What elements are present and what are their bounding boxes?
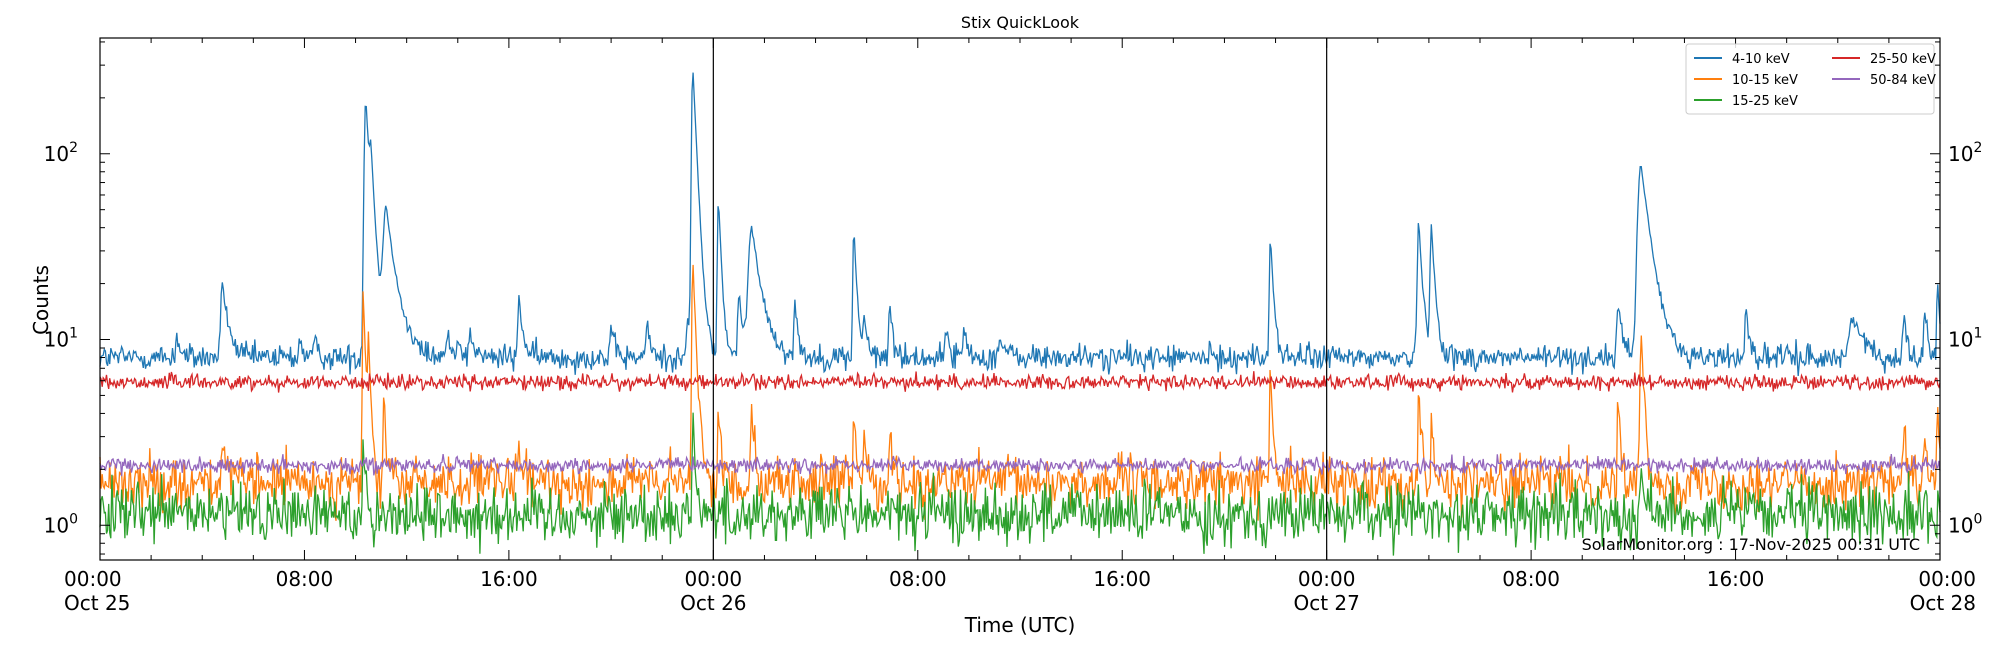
x-tick-label-time: 00:00 (1298, 567, 1356, 591)
y-tick-label-left-exponent: 2 (69, 140, 78, 156)
legend-label: 4-10 keV (1732, 52, 1790, 67)
legend-entry: 15-25 keV (1694, 94, 1798, 109)
x-tick-label-date: Oct 28 (1910, 591, 1976, 615)
y-tick-label-left-exponent: 0 (69, 511, 78, 527)
plot-frame (99, 37, 1941, 561)
y-tick-label-right-exponent: 1 (1973, 326, 1982, 342)
y-tick-label-left-exponent: 1 (69, 326, 78, 342)
series-line-50-84-kev (99, 454, 1941, 478)
x-tick-label-date: Oct 25 (64, 591, 130, 615)
day-boundary-lines (712, 38, 1328, 560)
series-line-25-50-kev (99, 371, 1941, 393)
legend-entry: 25-50 keV (1832, 52, 1936, 67)
x-tick-label-time: 00:00 (1918, 567, 1976, 591)
legend-label: 15-25 keV (1732, 94, 1798, 109)
x-tick-label-time: 08:00 (1502, 567, 1560, 591)
legend-label: 50-84 keV (1870, 73, 1936, 88)
legend-entry: 10-15 keV (1694, 73, 1798, 88)
x-tick-label-date: Oct 26 (680, 591, 746, 615)
x-tick-label-time: 00:00 (64, 567, 122, 591)
x-tick-label-time: 00:00 (685, 567, 743, 591)
legend: 4-10 keV 10-15 keV 15-25 keV 25-50 keV 50-84… (1685, 43, 1936, 115)
legend-entry: 50-84 keV (1832, 73, 1936, 88)
x-tick-label-time: 16:00 (480, 567, 538, 591)
y-axis-label: Counts (29, 265, 53, 335)
series-line-15-25-kev (99, 412, 1941, 556)
legend-entry: 4-10 keV (1694, 52, 1790, 67)
legend-label: 25-50 keV (1870, 52, 1936, 67)
source-annotation: SolarMonitor.org : 17-Nov-2025 00:31 UTC (1582, 535, 1920, 554)
legend-label: 10-15 keV (1732, 73, 1798, 88)
series-line-10-15-kev (99, 264, 1941, 521)
legend-box (1685, 43, 1935, 115)
plot-lines (99, 72, 1941, 556)
y-tick-label-right-exponent: 2 (1973, 140, 1982, 156)
x-tick-label-time: 08:00 (276, 567, 334, 591)
x-tick-label-date: Oct 27 (1293, 591, 1359, 615)
series-line-4-10-kev (99, 72, 1941, 377)
x-tick-label-time: 16:00 (1093, 567, 1151, 591)
x-axis-label: Time (UTC) (964, 613, 1076, 637)
x-tick-label-time: 16:00 (1707, 567, 1765, 591)
y-tick-label-right-exponent: 0 (1973, 511, 1982, 527)
x-tick-label-time: 08:00 (889, 567, 947, 591)
chart-title: Stix QuickLook (961, 13, 1080, 32)
